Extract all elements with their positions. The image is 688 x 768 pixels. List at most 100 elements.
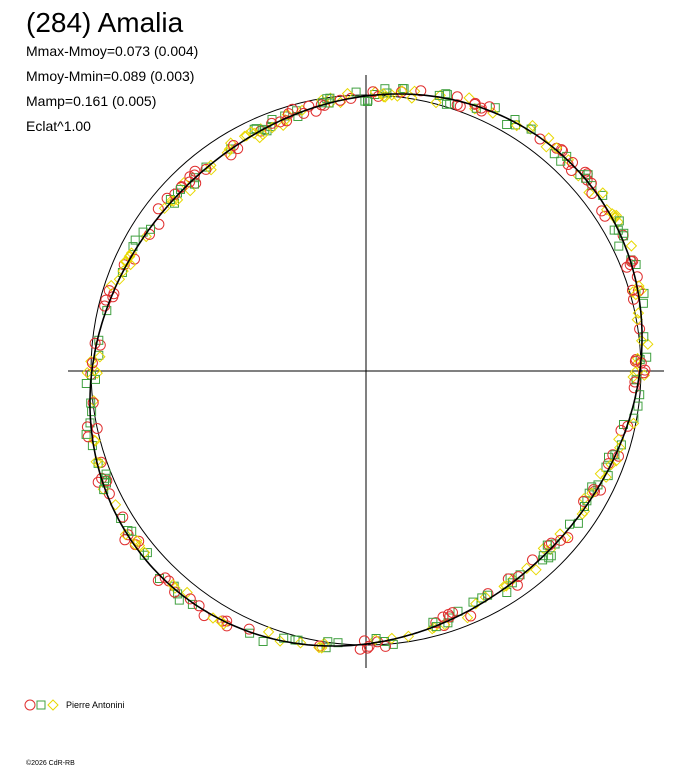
- obs-diamond: [430, 96, 442, 109]
- obs-diamond: [638, 369, 651, 381]
- obs-square: [544, 553, 554, 563]
- obs-square: [587, 482, 597, 492]
- obs-diamond: [578, 505, 591, 518]
- obs-square: [360, 96, 370, 106]
- obs-circle: [631, 271, 643, 283]
- obs-square: [613, 225, 623, 235]
- obs-circle: [483, 101, 495, 113]
- obs-circle: [217, 615, 229, 627]
- stat-line: Mamp=0.161 (0.005): [26, 93, 156, 109]
- obs-diamond: [167, 578, 179, 591]
- obs-square: [87, 407, 97, 417]
- obs-diamond: [597, 187, 609, 199]
- obs-diamond: [105, 279, 117, 292]
- obs-square: [502, 120, 512, 129]
- obs-square: [428, 617, 438, 627]
- obs-circle: [527, 554, 538, 566]
- obs-diamond: [386, 632, 398, 645]
- obs-diamond: [184, 184, 196, 197]
- obs-diamond: [600, 203, 613, 216]
- obs-circle: [266, 117, 278, 129]
- obs-diamond: [294, 637, 307, 649]
- obs-square: [614, 241, 624, 251]
- obs-diamond: [537, 542, 550, 555]
- obs-circle: [367, 86, 379, 98]
- obs-circle: [153, 218, 165, 230]
- obs-square: [81, 429, 91, 439]
- obs-square: [142, 548, 152, 558]
- obs-diamond: [377, 87, 390, 100]
- obs-square: [581, 173, 591, 183]
- obs-square: [174, 595, 184, 605]
- obs-square: [317, 98, 327, 108]
- obs-circle: [628, 382, 640, 394]
- obs-diamond: [369, 86, 382, 98]
- obs-square: [441, 99, 451, 109]
- stat-line: Eclat^1.00: [26, 118, 91, 134]
- obs-square: [507, 578, 517, 588]
- obs-diamond: [630, 288, 642, 301]
- obs-square: [471, 103, 481, 113]
- obs-square: [388, 639, 398, 649]
- obs-square: [573, 518, 583, 528]
- obs-circle: [566, 165, 577, 176]
- obs-circle: [415, 85, 427, 97]
- obs-square: [101, 469, 111, 479]
- obs-square: [100, 475, 109, 485]
- obs-diamond: [632, 307, 645, 319]
- obs-circle: [334, 94, 346, 106]
- obs-diamond: [94, 351, 106, 363]
- obs-square: [187, 599, 197, 609]
- obs-diamond: [109, 499, 122, 511]
- obs-diamond: [406, 92, 418, 104]
- obs-circle: [274, 116, 286, 128]
- legend-observer: Pierre Antonini: [66, 700, 125, 710]
- stat-line: Mmax-Mmoy=0.073 (0.004): [26, 43, 198, 59]
- obs-circle: [287, 103, 298, 115]
- obs-circle: [152, 203, 164, 215]
- obs-circle: [451, 91, 463, 103]
- obs-diamond: [530, 564, 542, 576]
- obs-diamond: [130, 534, 143, 547]
- obs-circle: [193, 600, 205, 612]
- obs-diamond: [207, 612, 219, 624]
- obs-diamond: [613, 441, 626, 454]
- legend: Pierre Antonini: [24, 699, 125, 711]
- obs-diamond: [600, 471, 612, 483]
- obs-circle: [303, 100, 315, 112]
- obs-diamond: [510, 119, 523, 132]
- obs-diamond: [521, 562, 533, 575]
- obs-square: [610, 450, 620, 460]
- obs-square: [127, 526, 137, 536]
- obs-diamond: [214, 615, 227, 628]
- obs-diamond: [469, 598, 482, 610]
- obs-square: [146, 224, 155, 234]
- obs-square: [580, 502, 589, 511]
- obs-circle: [622, 420, 634, 432]
- obs-square: [453, 606, 463, 616]
- obs-diamond: [167, 195, 180, 207]
- obs-circle: [82, 431, 94, 443]
- title: (284) Amalia: [26, 7, 184, 38]
- obs-square: [515, 570, 525, 580]
- obs-circle: [512, 571, 524, 583]
- obs-square: [324, 98, 334, 108]
- legend-diamond: [47, 699, 59, 711]
- obs-square: [434, 90, 444, 100]
- obs-diamond: [610, 209, 623, 222]
- obs-square: [633, 401, 643, 411]
- obs-square: [556, 156, 566, 166]
- obs-diamond: [240, 129, 253, 142]
- obs-circle: [91, 423, 103, 434]
- obs-diamond: [625, 240, 638, 252]
- obs-square: [639, 332, 649, 342]
- obs-circle: [596, 205, 608, 217]
- obs-circle: [511, 579, 523, 591]
- obs-circle: [200, 163, 212, 175]
- obs-diamond: [608, 209, 620, 222]
- obs-square: [477, 593, 487, 603]
- obs-diamond: [379, 91, 391, 103]
- obs-diamond: [119, 528, 132, 541]
